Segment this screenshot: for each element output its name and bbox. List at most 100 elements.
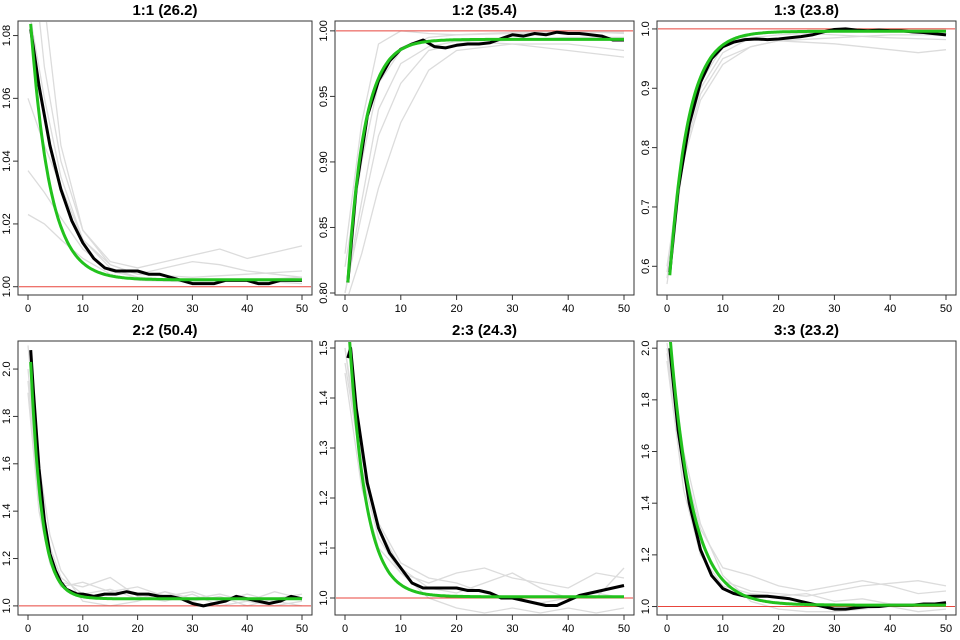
x-tick-label: 30 <box>828 623 840 635</box>
x-tick-label: 50 <box>296 623 308 635</box>
plot-frame <box>334 20 635 296</box>
y-tick-label: 1.4 <box>1 504 13 519</box>
x-tick-label: 10 <box>717 623 729 635</box>
background-series-line-3 <box>27 345 303 607</box>
background-series-line-5 <box>27 98 302 282</box>
x-tick-label: 0 <box>25 623 31 635</box>
x-tick-label: 40 <box>562 623 574 635</box>
fitted-series-line <box>348 342 625 599</box>
y-tick-label: 1.0 <box>640 21 652 36</box>
y-tick-label: 0.85 <box>318 217 330 238</box>
y-tick-label: 2.0 <box>640 341 652 356</box>
panel-title: 2:2 (50.4) <box>132 322 197 339</box>
y-tick-label: 1.8 <box>1 409 13 424</box>
panel-title: 1:3 (23.8) <box>774 2 839 19</box>
panel-title: 1:2 (35.4) <box>452 2 517 19</box>
x-tick-label: 40 <box>241 623 253 635</box>
plot-area <box>336 30 633 294</box>
y-tick-label: 0.80 <box>318 282 330 303</box>
chart-panel-6: 0 10 20 30 40 50 1.0 1.2 1.4 1.6 1.8 2.0 3:3 (23.2) <box>640 322 957 635</box>
y-tick-label: 0.90 <box>318 151 330 172</box>
x-tick-label: 0 <box>664 623 670 635</box>
x-tick-label: 30 <box>506 623 518 635</box>
background-series-line-4 <box>344 347 625 604</box>
background-series-line-4 <box>27 392 303 607</box>
chart-panel-4: 0 10 20 30 40 50 1.0 1.2 1.4 1.6 1.8 2.0 2:2 (50.4) <box>1 322 313 635</box>
background-series-line-4 <box>344 40 625 294</box>
plot-frame <box>17 340 313 616</box>
y-tick-label: 1.2 <box>1 551 13 566</box>
y-tick-label: 0.6 <box>640 259 652 274</box>
y-tick-label: 1.6 <box>1 456 13 471</box>
x-tick-label: 20 <box>772 303 784 315</box>
x-tick-label: 10 <box>77 303 89 315</box>
x-tick-label: 20 <box>450 623 462 635</box>
background-series-line-2 <box>39 22 303 269</box>
fitted-series-line <box>668 29 947 276</box>
y-tick-label: 1.5 <box>318 340 330 355</box>
x-tick-label: 40 <box>562 303 574 315</box>
background-series-line-3 <box>666 342 947 613</box>
background-series-line-6 <box>30 22 303 278</box>
x-tick-label: 50 <box>940 303 952 315</box>
fitted-series-line <box>346 37 625 283</box>
plot-area <box>658 27 955 285</box>
x-tick-label: 50 <box>940 623 952 635</box>
x-tick-label: 50 <box>618 623 630 635</box>
y-tick-label: 1.00 <box>318 20 330 41</box>
fitted-series-line <box>29 361 303 601</box>
x-tick-label: 0 <box>25 303 31 315</box>
y-tick-label: 1.3 <box>318 440 330 455</box>
panel-title: 2:3 (24.3) <box>452 322 517 339</box>
plot-area <box>658 342 955 613</box>
observed-series-line <box>29 29 302 286</box>
chart-panel-5: 0 10 20 30 40 50 1.0 1.1 1.2 1.3 1.4 1.5 2:3 (24.3) <box>318 322 635 635</box>
observed-series-line <box>29 350 303 608</box>
plot-frame <box>656 20 957 296</box>
x-tick-label: 50 <box>296 303 308 315</box>
x-tick-label: 40 <box>241 303 253 315</box>
y-tick-label: 1.4 <box>640 496 652 511</box>
background-series-line-2 <box>27 380 303 607</box>
x-tick-label: 0 <box>342 303 348 315</box>
x-tick-label: 20 <box>772 623 784 635</box>
x-tick-label: 10 <box>395 623 407 635</box>
background-series-line-2 <box>344 372 625 589</box>
y-tick-label: 1.4 <box>318 390 330 405</box>
y-tick-label: 1.0 <box>640 599 652 614</box>
plot-area <box>336 342 633 614</box>
x-tick-label: 20 <box>450 303 462 315</box>
x-tick-label: 30 <box>186 623 198 635</box>
x-tick-label: 0 <box>664 303 670 315</box>
y-tick-label: 1.06 <box>1 88 13 109</box>
x-tick-label: 20 <box>131 303 143 315</box>
background-series-line-1 <box>344 347 625 614</box>
background-series-line-1 <box>27 369 303 607</box>
y-tick-label: 1.04 <box>1 150 13 171</box>
x-tick-label: 10 <box>395 303 407 315</box>
plot-area <box>19 22 311 288</box>
x-tick-label: 10 <box>77 623 89 635</box>
x-tick-label: 30 <box>506 303 518 315</box>
panel-title: 3:3 (23.2) <box>774 322 839 339</box>
y-tick-label: 0.8 <box>640 140 652 155</box>
y-tick-label: 1.8 <box>640 392 652 407</box>
y-tick-label: 2.0 <box>1 361 13 376</box>
y-tick-label: 1.0 <box>318 590 330 605</box>
fitted-series-line <box>29 23 303 282</box>
fitted-series-line <box>668 342 947 607</box>
x-tick-label: 20 <box>131 623 143 635</box>
x-tick-label: 50 <box>618 303 630 315</box>
observed-series-line <box>346 346 625 607</box>
y-tick-label: 0.7 <box>640 199 652 214</box>
plot-area <box>19 345 311 608</box>
plot-frame <box>656 340 957 616</box>
x-tick-label: 30 <box>828 303 840 315</box>
background-series-line-3 <box>344 362 625 599</box>
y-tick-label: 1.02 <box>1 213 13 234</box>
plot-frame <box>334 340 635 616</box>
y-tick-label: 0.9 <box>640 81 652 96</box>
y-tick-label: 1.00 <box>1 276 13 297</box>
background-series-line-1 <box>45 22 303 278</box>
background-series-line-3 <box>666 40 947 285</box>
